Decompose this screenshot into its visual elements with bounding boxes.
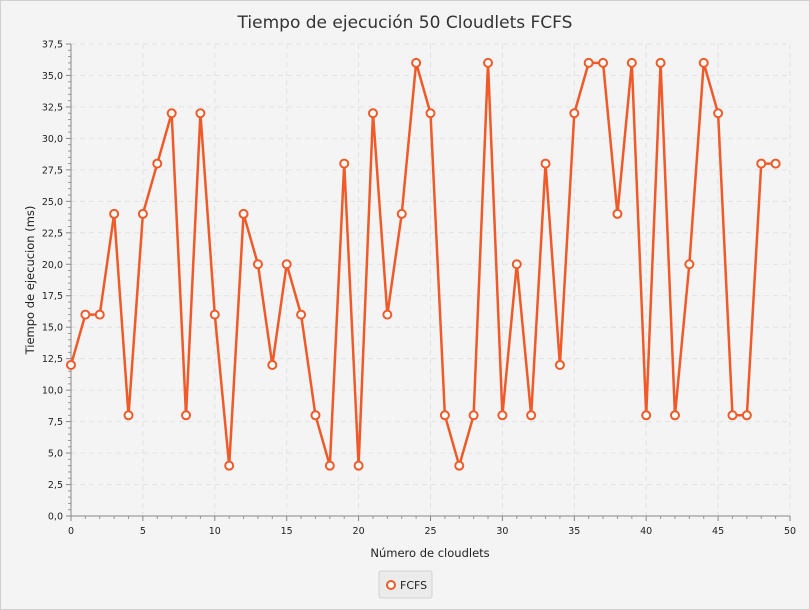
data-point (224, 460, 235, 471)
data-point (540, 158, 551, 169)
legend-label: FCFS (400, 579, 427, 592)
data-point (252, 259, 263, 270)
y-tick-label: 27,5 (42, 165, 63, 176)
data-point (526, 410, 537, 421)
data-point (209, 309, 220, 320)
x-tick-label: 15 (281, 526, 293, 537)
y-tick-label: 12,5 (42, 354, 63, 365)
data-point (137, 208, 148, 219)
data-point (741, 410, 752, 421)
x-tick-label: 0 (68, 526, 74, 537)
data-point (238, 208, 249, 219)
x-tick-label: 25 (424, 526, 436, 537)
data-point (497, 410, 508, 421)
data-point (382, 309, 393, 320)
data-point (296, 309, 307, 320)
data-point (684, 259, 695, 270)
data-point (411, 57, 422, 68)
x-tick-label: 50 (784, 526, 796, 537)
data-point (511, 259, 522, 270)
data-point (641, 410, 652, 421)
series-line (69, 61, 776, 467)
data-point (698, 57, 709, 68)
data-point (468, 410, 479, 421)
legend-box (378, 570, 433, 599)
y-axis-label: Tiempo de ejecucion (ms) (23, 206, 37, 356)
chart-title: Tiempo de ejecución 50 Cloudlets FCFS (237, 13, 573, 33)
y-tick-label: 35,0 (42, 71, 63, 82)
x-tick-label: 20 (353, 526, 365, 537)
x-axis-label: Número de cloudlets (370, 546, 489, 560)
y-tick-label: 20,0 (42, 260, 63, 271)
y-tick-label: 5,0 (48, 449, 63, 460)
data-point (80, 309, 91, 320)
data-point (396, 208, 407, 219)
data-point (756, 158, 767, 169)
x-tick-label: 45 (712, 526, 724, 537)
data-point (281, 259, 292, 270)
data-point (713, 108, 724, 119)
data-point (324, 460, 335, 471)
legend-marker-icon (386, 580, 396, 590)
data-point (439, 410, 450, 421)
y-tick-label: 2,5 (48, 480, 63, 491)
data-point (166, 108, 177, 119)
data-point (655, 57, 666, 68)
data-point (367, 108, 378, 119)
y-tick-label: 7,5 (48, 417, 63, 428)
x-tick-label: 30 (496, 526, 508, 537)
data-point (569, 108, 580, 119)
series-fcfs (66, 57, 781, 471)
x-tick-label: 10 (209, 526, 221, 537)
data-point (669, 410, 680, 421)
data-point (123, 410, 134, 421)
data-point (94, 309, 105, 320)
grid-lines (71, 43, 791, 516)
x-tick-label: 40 (640, 526, 652, 537)
data-point (612, 208, 623, 219)
y-tick-label: 32,5 (42, 102, 63, 113)
data-point (598, 57, 609, 68)
x-tick-label: 5 (140, 526, 146, 537)
data-point (626, 57, 637, 68)
x-tick-label: 35 (568, 526, 580, 537)
data-point (339, 158, 350, 169)
data-point (425, 108, 436, 119)
data-point (483, 57, 494, 68)
data-point (152, 158, 163, 169)
data-point (181, 410, 192, 421)
y-tick-label: 37,5 (42, 40, 63, 51)
y-tick-label: 17,5 (42, 291, 63, 302)
y-tick-label: 10,0 (42, 386, 63, 397)
data-point (310, 410, 321, 421)
y-tick-label: 22,5 (42, 228, 63, 239)
data-point (109, 208, 120, 219)
data-point (727, 410, 738, 421)
legend: FCFS (378, 570, 433, 599)
data-point (267, 359, 278, 370)
data-point (454, 460, 465, 471)
y-tick-label: 15,0 (42, 323, 63, 334)
data-point (195, 108, 206, 119)
data-point (66, 359, 76, 370)
axes: 0,0 2,5 5,0 7,5 10,0 12,5 15,0 17,5 20,0 22,5 25,0… (42, 40, 796, 538)
y-tick-label: 30,0 (42, 134, 63, 145)
data-point (554, 359, 565, 370)
data-point (353, 460, 364, 471)
data-point (770, 158, 781, 169)
y-tick-label: 25,0 (42, 197, 63, 208)
y-tick-label: 0,0 (48, 512, 63, 523)
data-point (583, 57, 594, 68)
